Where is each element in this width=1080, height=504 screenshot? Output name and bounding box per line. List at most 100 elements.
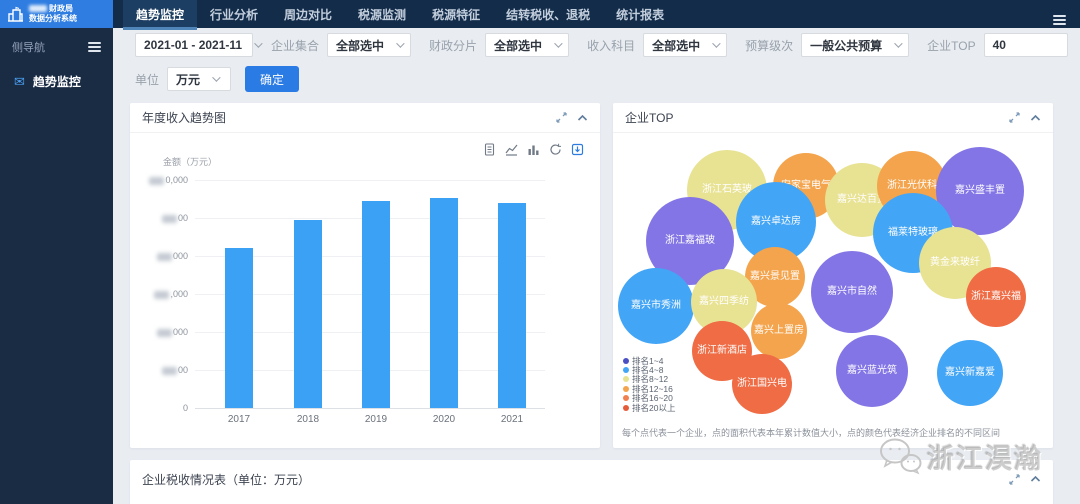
bar-2019[interactable] — [362, 200, 390, 408]
confirm-button[interactable]: 确定 — [245, 66, 300, 92]
y-axis-tick: 00 — [130, 365, 188, 375]
company-bubble[interactable]: 嘉兴上置房 — [751, 303, 807, 359]
bubble-label: 浙江新酒店 — [697, 345, 747, 357]
save-image-icon[interactable] — [571, 143, 584, 156]
y-axis-name: 金额（万元） — [163, 157, 218, 167]
bubble-label: 黄金来玻纤 — [930, 257, 980, 269]
nav-tab-7[interactable]: 统计报表 — [616, 7, 665, 22]
x-axis-label-2021: 2021 — [500, 414, 524, 425]
bubble-label: 安家宝电气 — [781, 180, 831, 192]
bubble-label: 嘉兴盛丰置 — [955, 185, 1005, 197]
legend-item-2[interactable]: 排名4~8 — [623, 365, 675, 375]
legend-item-1[interactable]: 排名1~4 — [623, 356, 675, 366]
bar-2018[interactable] — [294, 219, 322, 408]
y-axis-tick: 000 — [130, 251, 188, 261]
nav-tab-3[interactable]: 周边对比 — [284, 7, 333, 22]
data-view-icon[interactable] — [483, 143, 496, 156]
redacted-number — [156, 328, 172, 337]
unit-value: 万元 — [176, 72, 201, 87]
income-subject-select[interactable]: 全部选中 — [643, 33, 728, 57]
legend-label: 排名16~20 — [632, 393, 673, 404]
legend-dot — [623, 367, 629, 374]
bubble-label: 嘉兴景见置 — [750, 271, 800, 283]
enterprise-tax-table-panel: 企业税收情况表（单位：万元） — [130, 460, 1053, 504]
panel-title: 企业税收情况表（单位：万元） — [142, 472, 311, 487]
legend-dot — [623, 395, 629, 402]
expand-icon[interactable] — [556, 112, 567, 123]
collapse-panel-icon[interactable] — [577, 114, 588, 122]
legend-label: 排名12~16 — [632, 383, 673, 394]
company-bubble[interactable]: 浙江国兴电 — [732, 354, 792, 414]
budget-level-value: 一般公共预算 — [810, 38, 883, 53]
chevron-down-icon — [554, 39, 563, 48]
legend-item-6[interactable]: 排名20以上 — [623, 403, 675, 413]
expand-icon[interactable] — [1009, 112, 1020, 123]
filter-bar: 2021-01 - 2021-11 企业集合 全部选中 财政分片 全部选中 收入科目 全部… — [113, 28, 1080, 95]
bar-chart-icon[interactable] — [527, 143, 540, 156]
company-bubble[interactable]: 嘉兴蓝光筑 — [836, 335, 908, 407]
app-logo: 财政局 数据分析系统 — [0, 0, 113, 28]
annual-income-trend-panel: 年度收入趋势图 — [130, 103, 600, 448]
bubble-label: 浙江嘉兴福 — [971, 291, 1021, 303]
bar-2017[interactable] — [225, 248, 253, 408]
bubble-label: 嘉兴卓达房 — [751, 216, 801, 228]
line-chart-icon[interactable] — [505, 143, 518, 156]
redacted-number — [161, 214, 177, 223]
nav-tab-2[interactable]: 行业分析 — [210, 7, 259, 22]
bar-2021[interactable] — [498, 202, 526, 408]
bubble-label: 嘉兴市秀洲 — [631, 300, 681, 312]
enterprise-set-value: 全部选中 — [336, 38, 385, 53]
bubble-label: 嘉兴蓝光筑 — [847, 365, 897, 377]
enterprise-top-input[interactable]: 40 — [983, 33, 1068, 57]
app-title: 财政局 数据分析系统 — [29, 4, 77, 23]
bubble-label: 嘉兴四季纺 — [699, 296, 749, 308]
nav-tab-5[interactable]: 税源特征 — [432, 7, 481, 22]
chevron-down-icon — [712, 39, 721, 48]
sidebar-collapse-icon[interactable] — [88, 42, 101, 52]
company-bubble[interactable]: 嘉兴市秀洲 — [618, 268, 694, 344]
nav-tab-4[interactable]: 税源监测 — [358, 7, 407, 22]
collapse-panel-icon[interactable] — [1030, 114, 1041, 122]
nav-tab-1[interactable]: 趋势监控 — [123, 0, 198, 30]
expand-icon[interactable] — [1009, 473, 1020, 485]
top-navbar: 财政局 数据分析系统 趋势监控 行业分析 周边对比 税源监测 税源特征 结转税收、退税 统计… — [0, 0, 1080, 30]
unit-select[interactable]: 万元 — [167, 67, 232, 91]
filter-label-income-subject: 收入科目 — [587, 38, 636, 53]
nav-tabs: 趋势监控 行业分析 周边对比 税源监测 税源特征 结转税收、退税 统计报表 — [123, 0, 677, 30]
sidebar-item-label: 趋势监控 — [32, 75, 81, 89]
company-bubble[interactable]: 嘉兴新嘉爱 — [937, 340, 1003, 406]
enterprise-set-select[interactable]: 全部选中 — [327, 33, 412, 57]
legend-item-5[interactable]: 排名16~20 — [623, 393, 675, 404]
y-axis-tick: 0 — [182, 403, 188, 413]
legend-item-3[interactable]: 排名8~12 — [623, 374, 675, 384]
bubble-label: 浙江石英玻 — [702, 184, 752, 196]
bubble-label: 嘉兴达百货 — [837, 194, 887, 206]
company-bubble[interactable]: 嘉兴市自然 — [811, 251, 893, 333]
company-bubble[interactable]: 浙江嘉兴福 — [966, 267, 1026, 327]
collapse-panel-icon[interactable] — [1030, 475, 1041, 483]
legend-item-4[interactable]: 排名12~16 — [623, 383, 675, 394]
fiscal-slice-select[interactable]: 全部选中 — [485, 33, 570, 57]
refresh-icon[interactable] — [549, 143, 562, 156]
bar-chart-plot: 0,000 00 000,000 000 00 0 2017 2018 2019 2020 2021 — [130, 103, 600, 448]
navbar-menu-icon[interactable] — [1053, 14, 1066, 25]
chevron-down-icon — [894, 39, 903, 48]
unit-label: 单位 — [135, 72, 160, 87]
y-axis-tick: 0,000 — [130, 175, 188, 185]
panel-title: 年度收入趋势图 — [142, 111, 227, 125]
legend-dot — [623, 404, 629, 411]
bubble-chart-caption: 每个点代表一个企业，点的面积代表本年累计数值大小，点的颜色代表经济企业排名的不同… — [622, 428, 1001, 438]
sidebar-item-trend-monitor[interactable]: ✉ 趋势监控 — [0, 64, 113, 99]
bubble-label: 嘉兴市自然 — [827, 286, 877, 298]
date-range-select[interactable]: 2021-01 - 2021-11 — [135, 33, 263, 57]
filter-label-budget-level: 预算级次 — [745, 38, 794, 53]
gridline — [195, 180, 545, 181]
budget-level-select[interactable]: 一般公共预算 — [801, 33, 910, 57]
nav-tab-6[interactable]: 结转税收、退税 — [506, 7, 591, 22]
chevron-down-icon — [212, 73, 221, 82]
bar-2020[interactable] — [430, 198, 458, 408]
income-subject-value: 全部选中 — [652, 38, 701, 53]
bubble-label: 浙江国兴电 — [737, 378, 787, 390]
redacted-number — [154, 290, 170, 299]
bubble-label: 浙江嘉福玻 — [665, 235, 715, 247]
